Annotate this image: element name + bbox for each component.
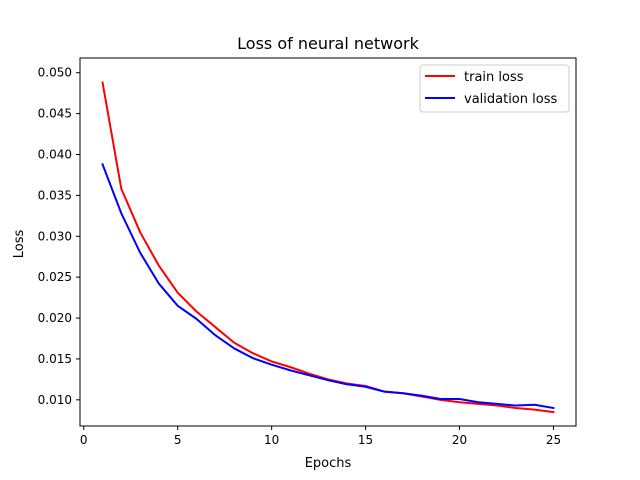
y-tick-label: 0.015 — [38, 352, 72, 366]
axes-ticks: 0 5 10 15 20 25 0.010 0.015 0.020 0.025 0.030 0.035… — [38, 66, 561, 447]
y-tick-label: 0.010 — [38, 393, 72, 407]
legend: train loss validation loss — [419, 64, 570, 113]
series-line-validation-loss — [101, 163, 555, 410]
legend-box — [419, 64, 570, 113]
legend-validation-loss-label: validation loss — [464, 92, 557, 107]
x-tick-label: 0 — [80, 433, 88, 447]
y-tick-label: 0.030 — [38, 229, 72, 243]
chart-title: Loss of neural network — [237, 34, 419, 53]
x-tick-label: 20 — [452, 433, 467, 447]
y-tick-label: 0.050 — [38, 66, 72, 80]
x-tick-label: 25 — [546, 433, 561, 447]
y-axis-label: Loss — [12, 230, 27, 259]
x-axis-label: Epochs — [305, 456, 352, 471]
plot-frame — [79, 57, 577, 427]
x-tick-label: 10 — [264, 433, 279, 447]
y-tick-label: 0.045 — [38, 107, 72, 121]
x-tick-label: 5 — [174, 433, 182, 447]
y-tick-label: 0.035 — [38, 188, 72, 202]
x-tick-label: 15 — [358, 433, 373, 447]
y-tick-label: 0.040 — [38, 147, 72, 161]
y-tick-label: 0.020 — [38, 311, 72, 325]
legend-train-loss-label: train loss — [464, 70, 524, 85]
plot-series — [101, 81, 555, 414]
y-tick-label: 0.025 — [38, 270, 72, 284]
